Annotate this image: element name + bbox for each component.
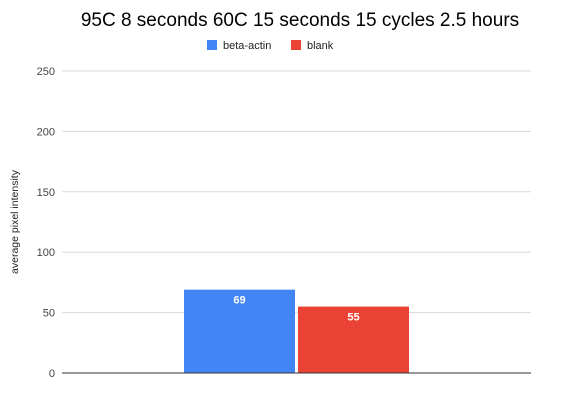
data-label-beta-actin: 69 (233, 295, 245, 307)
y-axis-label: average pixel intensity (9, 169, 21, 274)
bar-beta-actin (184, 289, 295, 373)
chart-title: 95C 8 seconds 60C 15 seconds 15 cycles 2… (81, 10, 519, 31)
y-tick-label: 200 (37, 126, 55, 138)
y-tick-label: 100 (37, 247, 55, 259)
legend-label-blank: blank (307, 40, 334, 52)
legend-label-beta-actin: beta-actin (223, 40, 271, 52)
bar-blank (298, 306, 409, 373)
y-tick-label: 0 (49, 368, 55, 380)
gridlines (62, 70, 531, 314)
data-labels: 69 55 (233, 295, 359, 324)
y-tick-label: 50 (43, 308, 55, 320)
legend: beta-actin blank (207, 40, 334, 52)
y-tick-label: 150 (37, 187, 55, 199)
legend-swatch-beta-actin (207, 40, 217, 50)
y-axis-ticks: 0 50 100 150 200 250 (37, 66, 55, 380)
y-tick-label: 250 (37, 66, 55, 78)
bars (184, 289, 409, 373)
data-label-blank: 55 (347, 312, 359, 324)
legend-swatch-blank (291, 40, 301, 50)
